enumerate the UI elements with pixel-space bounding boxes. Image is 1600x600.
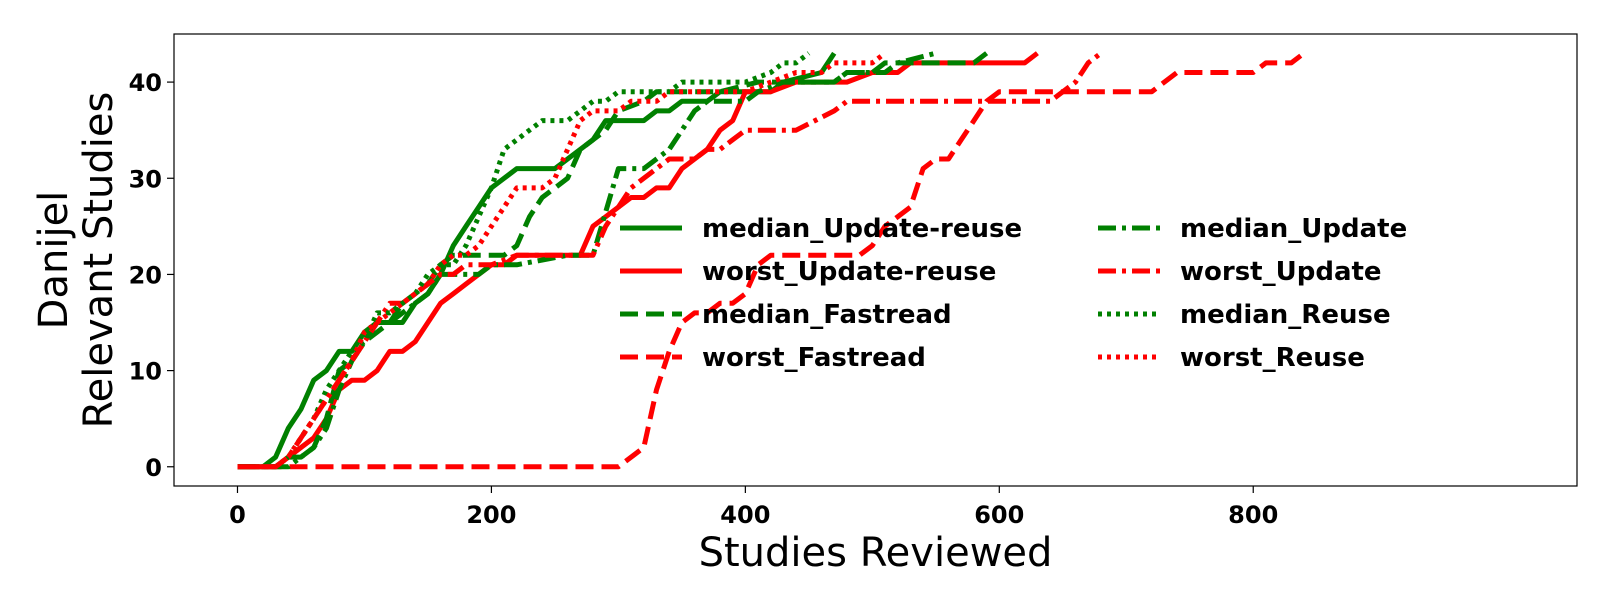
x-axis-label: Studies Reviewed: [699, 530, 1053, 576]
y-tick-label: 20: [129, 261, 162, 289]
legend: median_Update-reuseworst_Update-reusemed…: [620, 214, 1407, 373]
legend-entry: median_Fastread: [620, 300, 952, 330]
legend-label: worst_Update-reuse: [702, 257, 996, 287]
y-tick-label: 40: [129, 69, 162, 97]
series-line-worst-fastread: [237, 51, 1306, 470]
legend-label: median_Reuse: [1180, 300, 1391, 330]
legend-entry: median_Update-reuse: [620, 214, 1022, 244]
legend-entry: worst_Reuse: [1098, 343, 1365, 373]
y-tick-label: 10: [129, 358, 162, 386]
x-tick-label: 600: [974, 501, 1024, 529]
legend-entry: median_Reuse: [1098, 300, 1391, 330]
y-axis-label-line-2: Relevant Studies: [76, 92, 122, 429]
series-line-median-reuse: [237, 51, 811, 470]
legend-label: median_Fastread: [702, 300, 952, 330]
legend-entry: worst_Update-reuse: [620, 257, 996, 287]
x-tick-label: 0: [229, 501, 246, 529]
y-tick-label: 0: [145, 454, 162, 482]
y-axis-label-line-1: Danijel: [31, 191, 77, 330]
y-tick-label: 30: [129, 165, 162, 193]
x-tick-label: 400: [720, 501, 770, 529]
legend-label: median_Update: [1180, 214, 1407, 244]
legend-entry: worst_Update: [1098, 257, 1382, 287]
x-tick-label: 800: [1228, 501, 1278, 529]
x-tick-label: 200: [466, 501, 516, 529]
plot-frame: [173, 33, 1578, 487]
legend-label: worst_Reuse: [1180, 343, 1365, 373]
legend-entry: median_Update: [1098, 214, 1407, 244]
legend-label: worst_Update: [1180, 257, 1382, 287]
legend-label: worst_Fastread: [702, 343, 926, 373]
y-axis: 0 10 20 30 40: [129, 69, 174, 482]
x-axis: 0 200 400 600 800: [229, 486, 1278, 529]
legend-label: median_Update-reuse: [702, 214, 1022, 244]
legend-entry: worst_Fastread: [620, 343, 926, 373]
series-line-median-update: [237, 50, 937, 470]
plot-lines: [237, 50, 1306, 470]
